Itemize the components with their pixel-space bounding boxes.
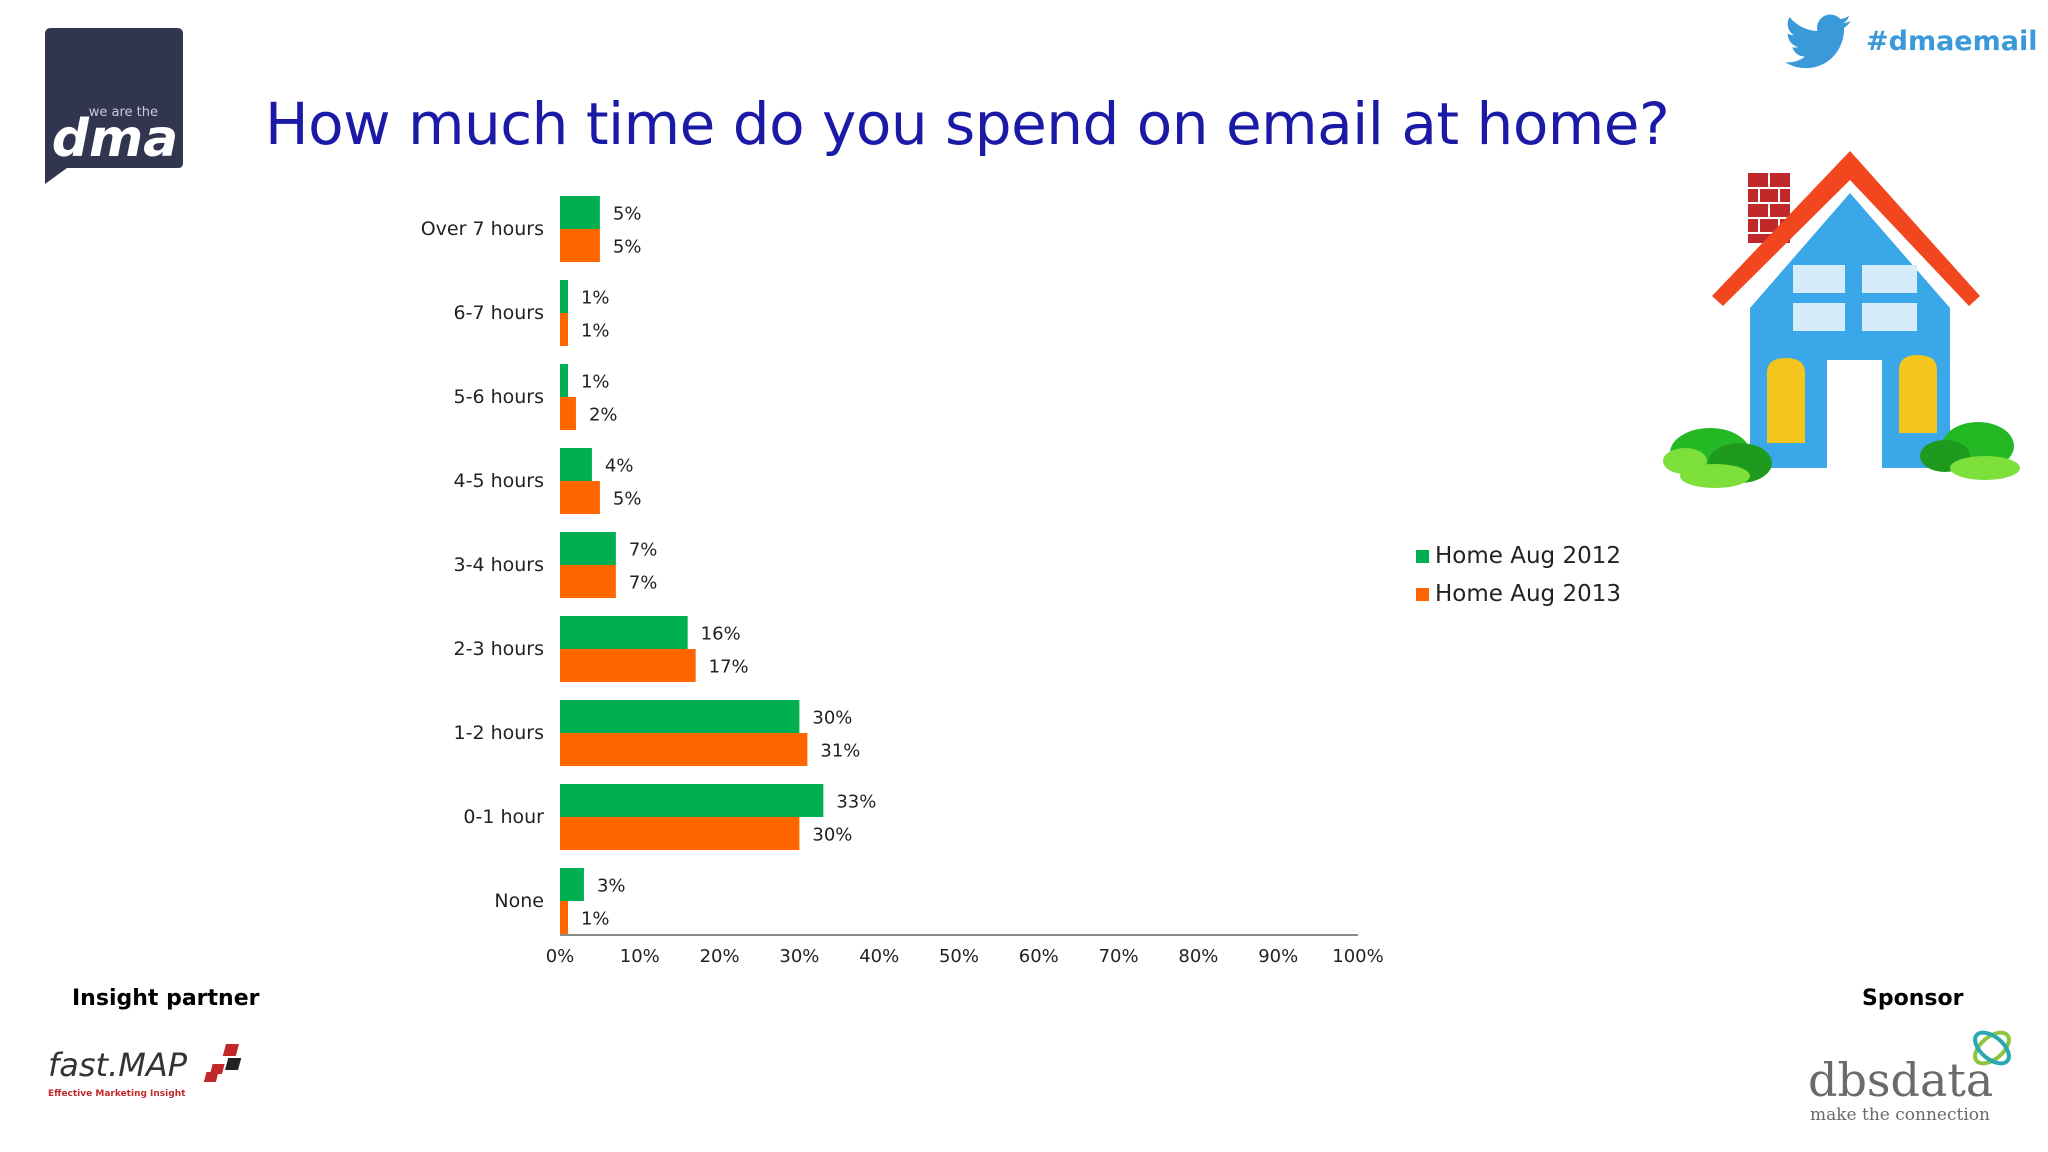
dbsdata-name: dbsdata	[1808, 1053, 1993, 1107]
category-label-4-5-hours: 4-5 hours	[454, 470, 545, 492]
x-tick-label-60pct: 60%	[1019, 946, 1059, 967]
legend-item-2013: Home Aug 2013	[1416, 575, 1621, 613]
category-label-2-3-hours: 2-3 hours	[454, 638, 545, 660]
bar-home-aug-2012-5-6-hours	[560, 364, 568, 397]
data-label-home-aug-2013-1-2-hours: 31%	[820, 741, 860, 762]
data-label-home-aug-2013-2-3-hours: 17%	[709, 657, 749, 678]
category-label-0-1-hour: 0-1 hour	[463, 806, 544, 828]
bar-home-aug-2013-4-5-hours	[560, 481, 600, 514]
category-label-3-4-hours: 3-4 hours	[454, 554, 545, 576]
x-tick-label-30pct: 30%	[779, 946, 819, 967]
sponsor-label: Sponsor	[1862, 986, 1964, 1011]
x-tick-label-0pct: 0%	[546, 946, 575, 967]
data-label-home-aug-2013-5-6-hours: 2%	[589, 405, 618, 426]
x-tick-label-10pct: 10%	[620, 946, 660, 967]
data-label-home-aug-2013-0-1-hour: 30%	[812, 825, 852, 846]
dma-logo-small: we are the	[89, 105, 158, 120]
dma-logo-text: dma	[52, 109, 179, 169]
fastmap-logo: fast.MAP Effective Marketing Insight	[48, 1044, 242, 1099]
bar-home-aug-2013-none	[560, 901, 568, 934]
bar-home-aug-2012-none	[560, 868, 584, 901]
data-label-home-aug-2013-over-7-hours: 5%	[613, 237, 642, 258]
data-label-home-aug-2013-4-5-hours: 5%	[613, 489, 642, 510]
bar-home-aug-2012-1-2-hours	[560, 700, 800, 733]
x-tick-label-20pct: 20%	[700, 946, 740, 967]
x-tick-label-70pct: 70%	[1099, 946, 1139, 967]
category-label-5-6-hours: 5-6 hours	[454, 386, 545, 408]
insight-partner-label: Insight partner	[72, 986, 260, 1011]
x-tick-label-50pct: 50%	[939, 946, 979, 967]
legend-label-2012: Home Aug 2012	[1435, 543, 1621, 569]
bar-home-aug-2012-over-7-hours	[560, 196, 600, 229]
data-label-home-aug-2012-6-7-hours: 1%	[581, 288, 610, 309]
data-label-home-aug-2013-3-4-hours: 7%	[629, 573, 658, 594]
bar-home-aug-2013-5-6-hours	[560, 397, 576, 430]
fastmap-name: fast.MAP	[48, 1046, 188, 1084]
twitter-bird-icon	[1786, 14, 1851, 69]
chart-legend: Home Aug 2012 Home Aug 2013	[1416, 537, 1621, 613]
legend-item-2012: Home Aug 2012	[1416, 537, 1621, 575]
bar-home-aug-2012-0-1-hour	[560, 784, 824, 817]
x-tick-label-80pct: 80%	[1178, 946, 1218, 967]
category-label-none: None	[494, 890, 544, 912]
legend-swatch-2013	[1416, 587, 1429, 601]
category-label-6-7-hours: 6-7 hours	[454, 302, 545, 324]
legend-label-2013: Home Aug 2013	[1435, 581, 1621, 607]
dma-logo: we are the dma	[45, 28, 183, 184]
bar-home-aug-2012-4-5-hours	[560, 448, 592, 481]
data-label-home-aug-2012-1-2-hours: 30%	[812, 708, 852, 729]
dbsdata-tagline: make the connection	[1810, 1105, 1990, 1125]
bar-home-aug-2012-3-4-hours	[560, 532, 616, 565]
page-title: How much time do you spend on email at h…	[265, 90, 1670, 158]
hashtag: #dmaemail	[1866, 26, 2038, 57]
dbsdata-logo: dbsdata make the connection	[1808, 1030, 2011, 1125]
bar-home-aug-2013-over-7-hours	[560, 229, 600, 262]
category-label-over-7-hours: Over 7 hours	[421, 218, 544, 240]
bar-home-aug-2012-2-3-hours	[560, 616, 688, 649]
x-tick-label-100pct: 100%	[1332, 946, 1383, 967]
x-tick-label-40pct: 40%	[859, 946, 899, 967]
fastmap-tagline: Effective Marketing Insight	[48, 1089, 186, 1099]
data-label-home-aug-2012-3-4-hours: 7%	[629, 540, 658, 561]
bar-home-aug-2013-2-3-hours	[560, 649, 696, 682]
bar-home-aug-2012-6-7-hours	[560, 280, 568, 313]
data-label-home-aug-2012-2-3-hours: 16%	[701, 624, 741, 645]
bar-home-aug-2013-0-1-hour	[560, 817, 800, 850]
data-label-home-aug-2012-over-7-hours: 5%	[613, 204, 642, 225]
data-label-home-aug-2012-none: 3%	[597, 876, 626, 897]
bar-home-aug-2013-1-2-hours	[560, 733, 808, 766]
legend-swatch-2012	[1416, 549, 1429, 563]
data-label-home-aug-2012-0-1-hour: 33%	[836, 792, 876, 813]
bar-home-aug-2013-3-4-hours	[560, 565, 616, 598]
bar-home-aug-2013-6-7-hours	[560, 313, 568, 346]
x-tick-label-90pct: 90%	[1258, 946, 1298, 967]
category-label-1-2-hours: 1-2 hours	[454, 722, 545, 744]
data-label-home-aug-2013-none: 1%	[581, 909, 610, 930]
data-label-home-aug-2012-5-6-hours: 1%	[581, 372, 610, 393]
house-illustration	[1663, 151, 2020, 488]
data-label-home-aug-2013-6-7-hours: 1%	[581, 321, 610, 342]
data-label-home-aug-2012-4-5-hours: 4%	[605, 456, 634, 477]
